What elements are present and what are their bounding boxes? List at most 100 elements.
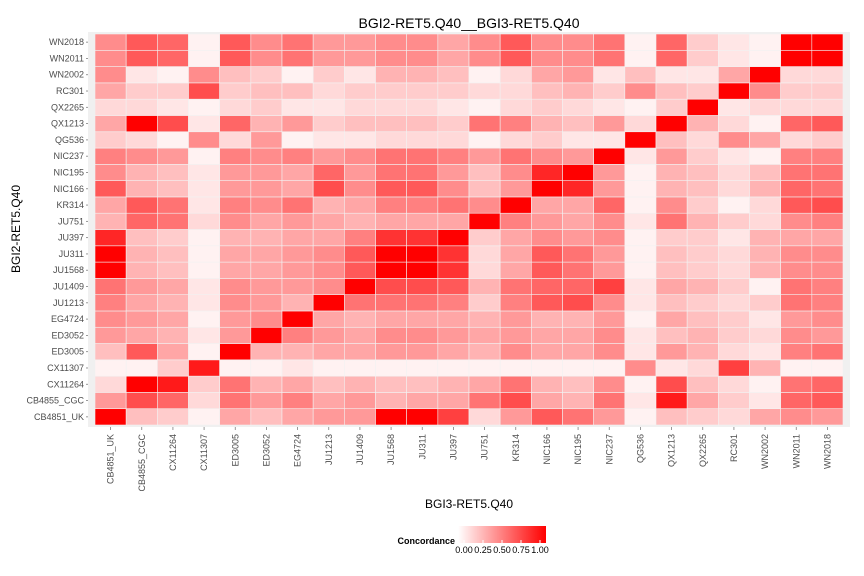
heatmap-cell <box>562 359 594 377</box>
heatmap-cell <box>531 392 563 410</box>
heatmap-cell <box>562 294 594 312</box>
heatmap-cell <box>250 82 283 100</box>
heatmap-cell <box>749 164 781 181</box>
legend-title: Concordance <box>397 536 455 546</box>
heatmap-cell <box>593 245 626 263</box>
heatmap-cell <box>406 98 439 116</box>
heatmap-cell <box>718 278 750 295</box>
heatmap-cell <box>219 115 252 133</box>
heatmap-cell <box>593 196 626 214</box>
x-tick-label: WN2002 <box>760 434 770 469</box>
heatmap-cell <box>188 82 220 100</box>
heatmap-cell <box>468 310 501 328</box>
heatmap-cell <box>499 261 532 279</box>
heatmap-cell <box>437 408 470 426</box>
heatmap-cell <box>780 392 813 410</box>
heatmap-cell <box>344 294 376 312</box>
heatmap-cell <box>312 245 345 263</box>
heatmap-cell <box>375 33 407 51</box>
heatmap-cell <box>375 49 407 67</box>
heatmap-cell <box>562 245 594 263</box>
heatmap-cell <box>811 392 844 410</box>
heatmap-cell <box>718 131 750 149</box>
heatmap-cell <box>531 66 563 84</box>
heatmap-cell <box>344 392 376 410</box>
heatmap-cell <box>686 49 719 67</box>
x-tick-label: CX11264 <box>168 434 178 471</box>
heatmap-cell <box>312 326 345 344</box>
heatmap-cell <box>250 278 283 295</box>
heatmap-cell <box>562 212 594 230</box>
heatmap-cell <box>375 294 407 312</box>
heatmap-cell <box>281 115 314 133</box>
heatmap-cell <box>344 278 376 295</box>
heatmap-cell <box>655 33 688 51</box>
heatmap-cell <box>468 408 501 426</box>
heatmap-cell <box>562 115 594 133</box>
heatmap-cell <box>94 98 127 116</box>
heatmap-cell <box>125 115 158 133</box>
heatmap-cell <box>375 98 407 116</box>
heatmap-cell <box>749 359 781 377</box>
heatmap-cell <box>312 229 345 247</box>
heatmap-cell <box>749 343 781 361</box>
x-tick-label: JU1409 <box>355 434 365 465</box>
heatmap-cell <box>406 229 439 247</box>
heatmap-cell <box>468 229 501 247</box>
heatmap-cell <box>624 66 657 84</box>
heatmap-cell <box>624 392 657 410</box>
heatmap-cell <box>94 326 127 344</box>
heatmap-cell <box>375 261 407 279</box>
heatmap-cell <box>655 66 688 84</box>
heatmap-cell <box>406 359 439 377</box>
heatmap-cell <box>718 212 750 230</box>
heatmap-cell <box>468 278 501 295</box>
heatmap-cell <box>188 229 220 247</box>
heatmap-cell <box>811 164 844 181</box>
heatmap-cell <box>281 98 314 116</box>
heatmap-cell <box>312 164 345 181</box>
heatmap-cell <box>437 164 470 181</box>
heatmap-cell <box>406 278 439 295</box>
heatmap-cell <box>188 180 220 198</box>
heatmap-cell <box>468 375 501 393</box>
heatmap-cell <box>468 326 501 344</box>
heatmap-cell <box>250 196 283 214</box>
heatmap-cell <box>749 229 781 247</box>
heatmap-cell <box>780 343 813 361</box>
heatmap-cell <box>811 33 844 51</box>
heatmap-cell <box>219 66 252 84</box>
heatmap-cell <box>188 375 220 393</box>
heatmap-cell <box>780 115 813 133</box>
heatmap-cell <box>344 196 376 214</box>
y-tick-label: WN2018 <box>49 37 84 47</box>
heatmap-cell <box>312 261 345 279</box>
heatmap-cell <box>157 147 189 165</box>
heatmap-cell <box>780 310 813 328</box>
heatmap-cell <box>312 115 345 133</box>
heatmap-cell <box>188 326 220 344</box>
y-tick-label: KR314 <box>56 200 84 210</box>
heatmap-cell <box>94 196 127 214</box>
heatmap-cell <box>718 33 750 51</box>
heatmap-cell <box>624 245 657 263</box>
heatmap-cell <box>593 82 626 100</box>
x-tick-label: KR314 <box>511 434 521 462</box>
heatmap-cell <box>219 82 252 100</box>
heatmap-cell <box>686 196 719 214</box>
x-tick-label: NIC166 <box>542 434 552 465</box>
heatmap-cell <box>188 196 220 214</box>
heatmap-cell <box>406 164 439 181</box>
heatmap-cell <box>344 245 376 263</box>
heatmap-cell <box>468 115 501 133</box>
heatmap-cell <box>250 408 283 426</box>
heatmap-cell <box>468 261 501 279</box>
heatmap-cell <box>94 66 127 84</box>
heatmap-cell <box>125 229 158 247</box>
heatmap-cell <box>375 375 407 393</box>
heatmap-cell <box>686 33 719 51</box>
heatmap-cell <box>406 115 439 133</box>
heatmap-cell <box>562 343 594 361</box>
heatmap-cell <box>157 310 189 328</box>
heatmap-cell <box>312 147 345 165</box>
